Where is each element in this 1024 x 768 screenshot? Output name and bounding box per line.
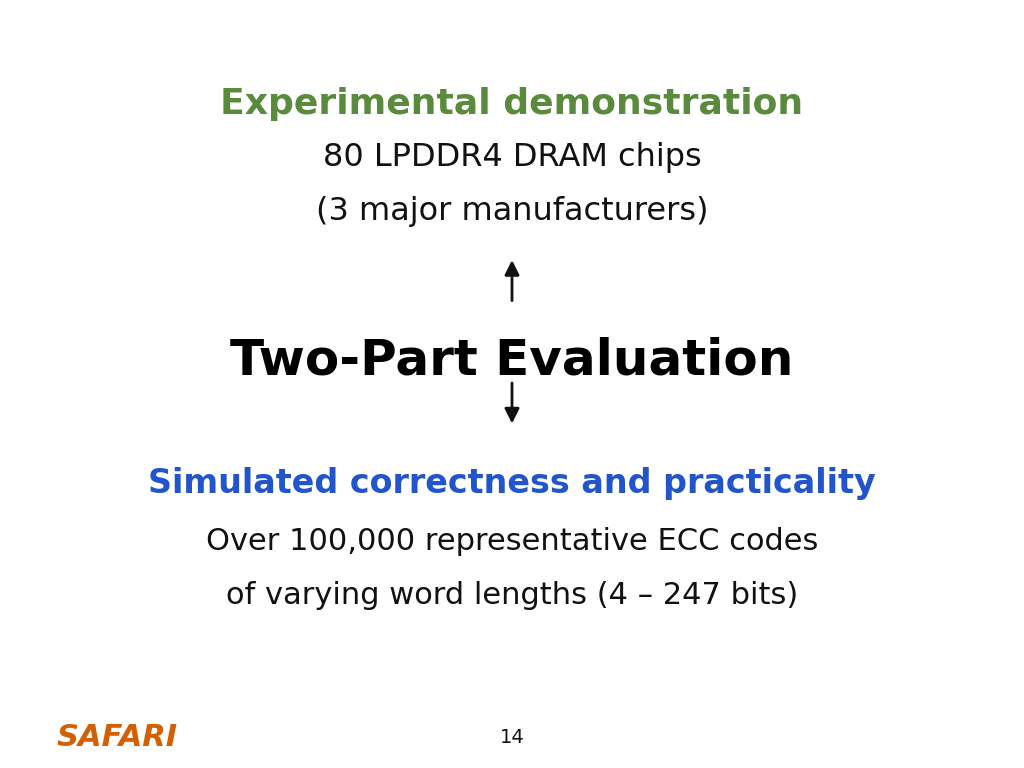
Text: Over 100,000 representative ECC codes: Over 100,000 representative ECC codes bbox=[206, 527, 818, 556]
Text: of varying word lengths (4 – 247 bits): of varying word lengths (4 – 247 bits) bbox=[226, 581, 798, 610]
Text: SAFARI: SAFARI bbox=[56, 723, 177, 752]
Text: Simulated correctness and practicality: Simulated correctness and practicality bbox=[148, 468, 876, 500]
Text: Two-Part Evaluation: Two-Part Evaluation bbox=[230, 337, 794, 385]
Text: (3 major manufacturers): (3 major manufacturers) bbox=[315, 196, 709, 227]
Text: 80 LPDDR4 DRAM chips: 80 LPDDR4 DRAM chips bbox=[323, 142, 701, 173]
Text: Experimental demonstration: Experimental demonstration bbox=[220, 87, 804, 121]
Text: 14: 14 bbox=[500, 728, 524, 746]
